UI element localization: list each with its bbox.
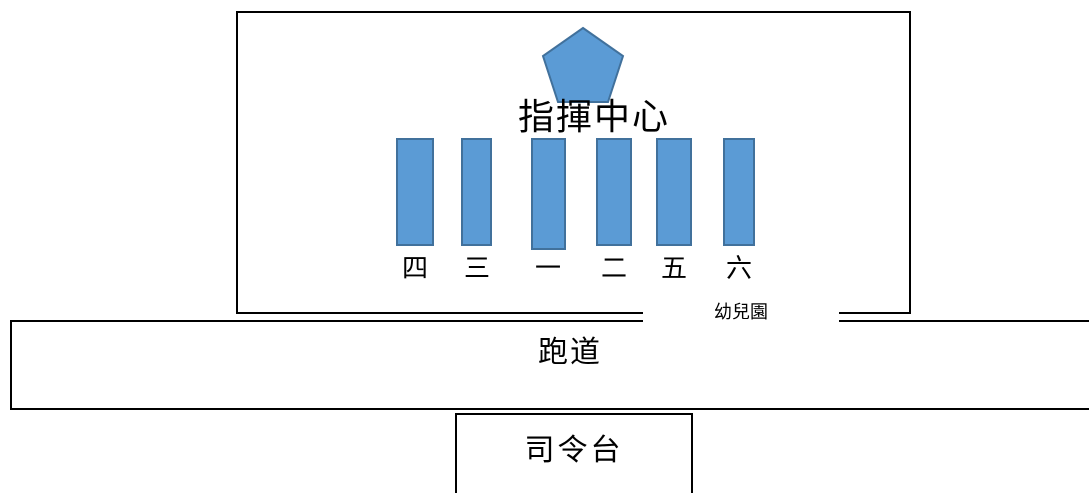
class-label-six: 六 bbox=[725, 254, 752, 284]
class-block-two bbox=[596, 138, 632, 246]
class-label-one: 一 bbox=[534, 254, 561, 284]
class-label-three: 三 bbox=[463, 254, 490, 284]
kindergarten-label: 幼兒園 bbox=[643, 300, 839, 328]
pentagon-icon bbox=[541, 26, 625, 103]
track-label: 跑道 bbox=[538, 335, 602, 370]
kindergarten-area bbox=[236, 11, 911, 314]
podium-label: 司令台 bbox=[524, 433, 624, 468]
track-area bbox=[10, 320, 1089, 410]
class-block-five bbox=[656, 138, 692, 246]
class-block-four bbox=[396, 138, 434, 246]
class-block-one bbox=[531, 138, 566, 250]
class-label-five: 五 bbox=[660, 254, 687, 284]
class-block-three bbox=[461, 138, 492, 246]
command-center-label: 指揮中心 bbox=[518, 97, 671, 138]
class-label-four: 四 bbox=[401, 254, 428, 284]
class-block-six bbox=[723, 138, 755, 246]
podium-area bbox=[455, 413, 693, 493]
class-label-two: 二 bbox=[600, 254, 627, 284]
